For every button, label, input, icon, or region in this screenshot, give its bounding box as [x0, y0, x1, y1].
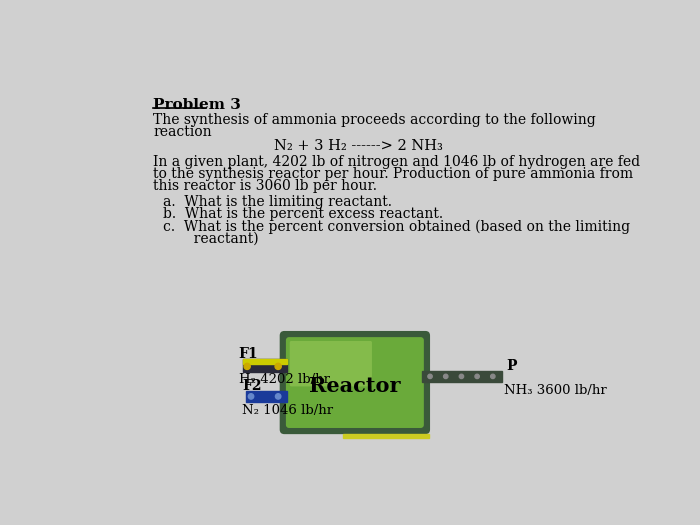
Text: reaction: reaction	[153, 125, 212, 139]
Circle shape	[275, 394, 281, 399]
Circle shape	[491, 374, 495, 379]
Bar	[343, 434, 428, 438]
Circle shape	[248, 394, 253, 399]
Text: N₂ 1046 lb/hr: N₂ 1046 lb/hr	[242, 404, 334, 417]
Bar	[242, 360, 288, 364]
Text: to the synthesis reactor per hour. Production of pure ammonia from: to the synthesis reactor per hour. Produ…	[153, 167, 634, 181]
FancyBboxPatch shape	[290, 341, 372, 386]
Circle shape	[428, 374, 432, 379]
Text: Problem 3: Problem 3	[153, 98, 242, 112]
Text: F2: F2	[242, 379, 262, 393]
Circle shape	[444, 374, 448, 379]
Text: NH₃ 3600 lb/hr: NH₃ 3600 lb/hr	[504, 384, 606, 397]
Text: a.  What is the limiting reactant.: a. What is the limiting reactant.	[162, 195, 392, 208]
Text: The synthesis of ammonia proceeds according to the following: The synthesis of ammonia proceeds accord…	[153, 113, 596, 127]
Bar	[246, 391, 288, 402]
Circle shape	[459, 374, 463, 379]
Bar	[242, 360, 288, 372]
Text: In a given plant, 4202 lb of nitrogen and 1046 lb of hydrogen are fed: In a given plant, 4202 lb of nitrogen an…	[153, 155, 640, 169]
Circle shape	[475, 374, 480, 379]
Text: H₂ 4202 lb/hr: H₂ 4202 lb/hr	[239, 373, 330, 386]
Text: N₂ + 3 H₂ ------> 2 NH₃: N₂ + 3 H₂ ------> 2 NH₃	[274, 139, 443, 153]
Text: P: P	[506, 359, 517, 373]
Text: c.  What is the percent conversion obtained (based on the limiting: c. What is the percent conversion obtain…	[162, 219, 630, 234]
Text: F1: F1	[239, 347, 258, 361]
FancyBboxPatch shape	[280, 331, 430, 434]
Text: b.  What is the percent excess reactant.: b. What is the percent excess reactant.	[162, 207, 443, 221]
Circle shape	[244, 363, 251, 370]
Text: reactant): reactant)	[162, 232, 258, 246]
Circle shape	[275, 363, 281, 370]
Bar	[422, 371, 502, 382]
FancyBboxPatch shape	[286, 337, 424, 428]
Text: Reactor: Reactor	[309, 376, 400, 396]
Text: this reactor is 3060 lb per hour.: this reactor is 3060 lb per hour.	[153, 179, 377, 193]
